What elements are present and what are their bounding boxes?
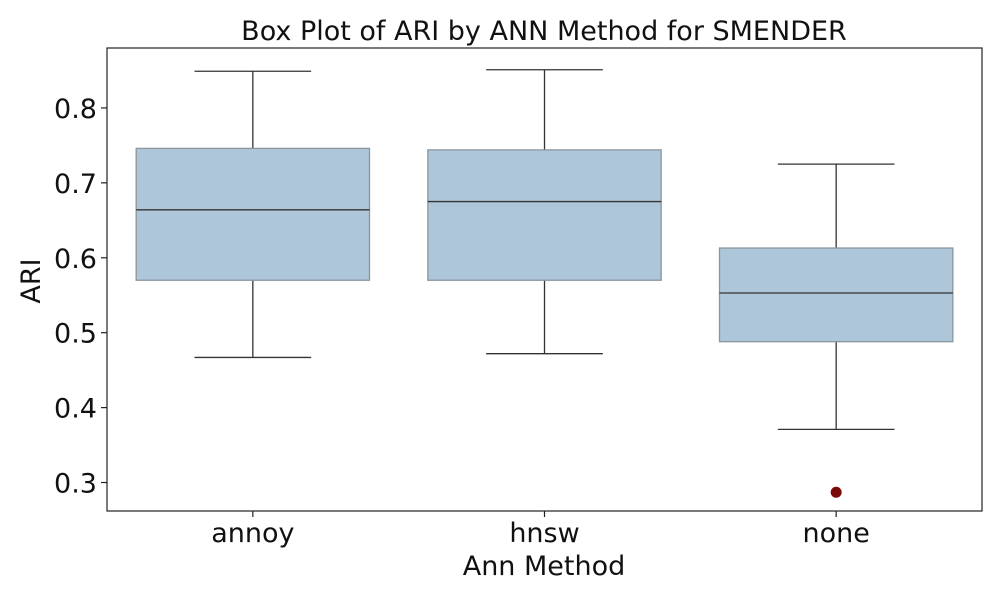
y-tick-label: 0.4 xyxy=(54,394,97,425)
x-axis: annoy hnsw none xyxy=(211,511,870,549)
iqr-box xyxy=(718,247,954,343)
x-axis-label: Ann Method xyxy=(463,551,626,582)
y-axis: 0.3 0.4 0.5 0.6 0.7 0.8 xyxy=(54,94,107,500)
outlier-point xyxy=(830,486,842,498)
box-annoy xyxy=(135,70,371,359)
x-tick-label: none xyxy=(802,518,869,549)
x-tick-label: hnsw xyxy=(509,518,579,549)
box-hnsw xyxy=(427,69,662,355)
y-tick-label: 0.3 xyxy=(54,469,97,500)
box-none xyxy=(718,163,954,498)
iqr-box xyxy=(427,149,662,281)
plot-area xyxy=(135,69,954,498)
y-tick-label: 0.5 xyxy=(54,319,97,350)
y-axis-label: ARI xyxy=(16,258,47,303)
y-tick-label: 0.6 xyxy=(54,244,97,275)
x-tick-label: annoy xyxy=(211,518,294,549)
chart-title: Box Plot of ARI by ANN Method for SMENDE… xyxy=(241,16,847,47)
y-tick-label: 0.8 xyxy=(54,94,97,125)
iqr-box xyxy=(135,147,371,281)
y-tick-label: 0.7 xyxy=(54,169,97,200)
